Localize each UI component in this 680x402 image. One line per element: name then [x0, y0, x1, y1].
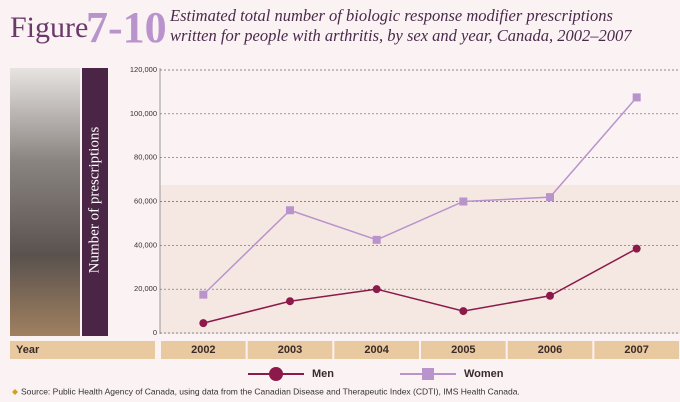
x-tick-label: 2004 — [364, 344, 389, 356]
point — [632, 93, 641, 102]
x-tick-label: 2002 — [191, 344, 215, 356]
year-cell — [594, 341, 679, 359]
point — [632, 244, 641, 253]
legend-label: Women — [464, 368, 504, 380]
point — [286, 297, 294, 306]
source: Source: Public Health Agency of Canada, … — [21, 386, 520, 396]
year-cell — [247, 341, 333, 359]
point — [546, 291, 554, 300]
year-cell — [161, 341, 246, 359]
chart-title: Estimated total number of biologic respo… — [170, 6, 632, 45]
year-cell — [507, 341, 593, 359]
point — [459, 307, 468, 316]
point — [372, 235, 381, 244]
year-cell — [421, 341, 506, 359]
legend-marker — [422, 368, 434, 380]
figure-number: 7-10 — [86, 3, 167, 52]
x-axis-label: Year — [16, 344, 40, 356]
point — [286, 206, 294, 215]
year-cell — [334, 341, 419, 359]
y-tick-label: 20,000 — [134, 284, 157, 293]
year-cell — [10, 341, 155, 359]
y-tick-label: 40,000 — [134, 240, 157, 249]
y-tick-label: 120,000 — [130, 65, 157, 74]
x-tick-label: 2007 — [624, 344, 648, 356]
point — [199, 319, 208, 328]
legend-marker — [269, 367, 283, 381]
y-tick-label: 100,000 — [130, 109, 157, 118]
x-tick-label: 2005 — [451, 344, 475, 356]
figure-word: Figure — [10, 11, 88, 44]
point — [546, 193, 554, 202]
point — [372, 285, 381, 294]
photo — [10, 68, 80, 336]
y-tick-label: 80,000 — [134, 153, 157, 162]
series-line — [202, 96, 638, 296]
point — [459, 197, 468, 206]
bullet — [12, 389, 18, 395]
x-tick-label: 2006 — [538, 344, 562, 356]
plot-band — [160, 185, 680, 334]
series-line — [203, 247, 638, 324]
point — [199, 290, 208, 299]
y-tick-label: 0 — [153, 328, 157, 337]
y-tick-label: 60,000 — [134, 196, 157, 205]
legend-label: Men — [312, 368, 334, 380]
y-label-band — [82, 68, 108, 336]
y-axis-label: Number of prescriptions — [86, 127, 102, 274]
x-tick-label: 2003 — [278, 344, 302, 356]
